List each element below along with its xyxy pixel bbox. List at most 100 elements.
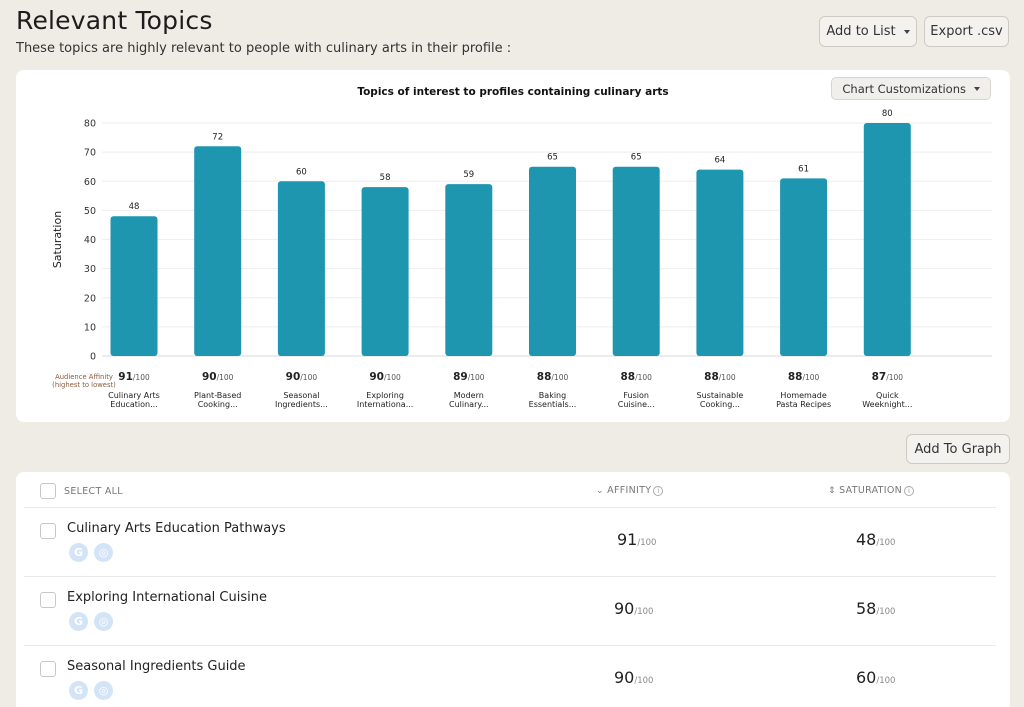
affinity-row-sublabel: (highest to lowest) bbox=[52, 381, 116, 389]
chatbot-icon[interactable]: ◎ bbox=[94, 681, 113, 700]
info-icon[interactable]: i bbox=[904, 486, 915, 496]
table-row[interactable]: Culinary Arts Education Pathways G ◎ 91/… bbox=[24, 507, 996, 576]
x-tick-label: Homemade bbox=[780, 391, 826, 400]
x-tick-label: Culinary Arts bbox=[108, 391, 160, 400]
x-tick-label: Quick bbox=[876, 391, 899, 400]
export-csv-label: Export .csv bbox=[930, 24, 1003, 39]
affinity-suffix: /100 bbox=[802, 373, 819, 382]
row-checkbox[interactable] bbox=[40, 661, 56, 677]
saturation-number: 58 bbox=[856, 599, 877, 618]
info-icon[interactable]: i bbox=[653, 486, 664, 496]
bar-value-label: 80 bbox=[882, 109, 893, 119]
bar-chart: 0 10 20 30 40 50 60 70 80 Saturation Audience Affi… bbox=[51, 109, 992, 409]
affinity-header-label: AFFINITY bbox=[607, 485, 652, 496]
bar bbox=[277, 181, 325, 356]
chatbot-icon[interactable]: ◎ bbox=[94, 543, 113, 562]
x-tick-label: Cuisine... bbox=[618, 400, 655, 409]
bar bbox=[863, 123, 911, 356]
add-to-graph-button[interactable]: Add To Graph bbox=[906, 434, 1010, 464]
add-to-graph-label: Add To Graph bbox=[914, 441, 1002, 457]
row-checkbox[interactable] bbox=[40, 592, 56, 608]
table-row[interactable]: Seasonal Ingredients Guide G ◎ 90/100 60… bbox=[24, 645, 996, 707]
export-csv-button[interactable]: Export .csv bbox=[924, 16, 1009, 47]
affinity-suffix: /100 bbox=[217, 373, 234, 382]
chart-card: Topics of interest to profiles containin… bbox=[16, 70, 1010, 422]
affinity-number: 91 bbox=[617, 530, 638, 549]
y-tick-label: 0 bbox=[90, 352, 96, 363]
add-to-list-button[interactable]: Add to List bbox=[819, 16, 917, 47]
row-checkbox[interactable] bbox=[40, 523, 56, 539]
saturation-suffix: /100 bbox=[876, 676, 896, 686]
affinity-score: 88/100 bbox=[537, 371, 569, 383]
table-row[interactable]: Exploring International Cuisine G ◎ 90/1… bbox=[24, 576, 996, 645]
google-icon[interactable]: G bbox=[69, 612, 88, 631]
chart-customizations-button[interactable]: Chart Customizations bbox=[831, 77, 991, 100]
affinity-column-header[interactable]: ⌄ AFFINITY i bbox=[596, 485, 664, 496]
saturation-number: 60 bbox=[856, 668, 877, 687]
saturation-value: 60/100 bbox=[856, 668, 895, 687]
saturation-value: 48/100 bbox=[856, 530, 895, 549]
saturation-header-label: SATURATION bbox=[839, 485, 903, 496]
bar-value-label: 58 bbox=[380, 173, 391, 183]
select-all-checkbox[interactable] bbox=[40, 483, 56, 499]
x-tick-label: Baking bbox=[539, 391, 566, 400]
x-tick-label: Plant-Based bbox=[194, 391, 241, 400]
chatbot-icon[interactable]: ◎ bbox=[94, 612, 113, 631]
x-tick-label: Weeknight... bbox=[862, 400, 912, 409]
affinity-suffix: /100 bbox=[886, 373, 903, 382]
saturation-column-header[interactable]: ⇕ SATURATION i bbox=[828, 485, 915, 496]
page-subtitle: These topics are highly relevant to peop… bbox=[16, 41, 512, 56]
bar-value-label: 59 bbox=[463, 170, 474, 180]
x-tick-label: Cooking... bbox=[700, 400, 740, 409]
affinity-value: 90/100 bbox=[614, 599, 653, 618]
sort-desc-icon: ⌄ bbox=[596, 486, 604, 496]
x-tick-label: Sustainable bbox=[697, 391, 744, 400]
bar-value-label: 65 bbox=[631, 153, 642, 163]
x-tick-label: Education... bbox=[110, 400, 157, 409]
affinity-suffix: /100 bbox=[551, 373, 568, 382]
bar-value-label: 64 bbox=[714, 156, 725, 166]
bar bbox=[110, 216, 158, 356]
affinity-suffix: /100 bbox=[635, 373, 652, 382]
affinity-score: 87/100 bbox=[872, 371, 904, 383]
add-to-list-label: Add to List bbox=[826, 24, 896, 39]
bar-value-label: 61 bbox=[798, 164, 809, 174]
bar bbox=[194, 146, 242, 356]
x-tick-label: Culinary... bbox=[449, 400, 489, 409]
bar bbox=[529, 166, 576, 356]
bar bbox=[361, 187, 409, 356]
bar-value-label: 48 bbox=[129, 202, 140, 212]
affinity-score: 90/100 bbox=[286, 371, 318, 383]
bar bbox=[780, 178, 828, 356]
bar bbox=[612, 166, 660, 356]
chart-customizations-label: Chart Customizations bbox=[842, 81, 966, 96]
y-tick-label: 50 bbox=[84, 206, 96, 217]
saturation-value: 58/100 bbox=[856, 599, 895, 618]
bar-value-label: 60 bbox=[296, 167, 307, 177]
chart-title: Topics of interest to profiles containin… bbox=[357, 86, 669, 98]
affinity-suffix: /100 bbox=[719, 373, 736, 382]
saturation-suffix: /100 bbox=[876, 538, 896, 548]
affinity-number: 90 bbox=[614, 599, 635, 618]
affinity-score: 91/100 bbox=[118, 371, 150, 383]
saturation-number: 48 bbox=[856, 530, 877, 549]
affinity-score: 90/100 bbox=[369, 371, 401, 383]
affinity-score: 88/100 bbox=[620, 371, 652, 383]
affinity-value: 90/100 bbox=[614, 668, 653, 687]
y-tick-label: 60 bbox=[84, 177, 96, 188]
google-icon[interactable]: G bbox=[69, 543, 88, 562]
x-tick-label: Exploring bbox=[366, 391, 404, 400]
x-tick-label: Seasonal bbox=[283, 391, 319, 400]
y-tick-label: 70 bbox=[84, 148, 96, 159]
y-tick-label: 20 bbox=[84, 293, 96, 304]
affinity-value: 91/100 bbox=[617, 530, 656, 549]
caret-down-icon bbox=[974, 86, 980, 91]
topics-table: SELECT ALL ⌄ AFFINITY i ⇕ SATURATION i Cul… bbox=[16, 472, 1010, 707]
y-tick-label: 30 bbox=[84, 264, 96, 275]
affinity-suffix: /100 bbox=[634, 676, 654, 686]
y-tick-label: 10 bbox=[84, 322, 96, 333]
affinity-score: 88/100 bbox=[788, 371, 820, 383]
google-icon[interactable]: G bbox=[69, 681, 88, 700]
select-all-label: SELECT ALL bbox=[64, 486, 123, 497]
affinity-suffix: /100 bbox=[133, 373, 150, 382]
